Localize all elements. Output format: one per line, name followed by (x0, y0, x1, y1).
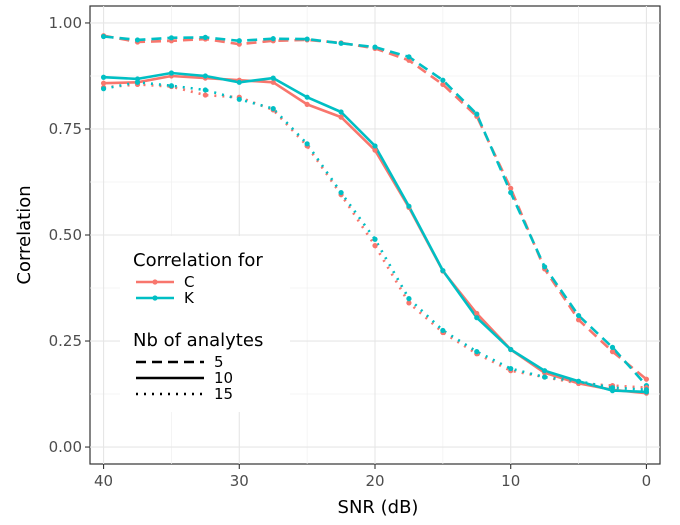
data-point-K-5 (609, 344, 616, 350)
x-tick-label: 40 (94, 472, 113, 490)
data-point-K-5 (202, 34, 208, 40)
color-legend-marker-C (152, 279, 158, 285)
legend-background (120, 236, 290, 412)
data-point-K-15 (575, 378, 582, 384)
data-point-K-10 (474, 315, 480, 321)
data-point-K-15 (609, 385, 616, 391)
data-point-K-10 (236, 79, 242, 85)
data-point-C-5 (440, 81, 446, 88)
color-legend-title: Correlation for (133, 250, 263, 271)
data-point-K-15 (643, 387, 650, 393)
data-point-K-10 (508, 346, 514, 353)
x-axis: 40 30 20 10 0 (94, 464, 651, 490)
data-point-K-15 (168, 83, 175, 89)
x-tick-label: 20 (365, 472, 384, 490)
y-axis-title: Correlation (14, 185, 35, 284)
data-point-K-15 (338, 189, 344, 196)
data-point-C-15 (372, 243, 378, 249)
data-point-C-5 (575, 317, 582, 323)
data-point-K-15 (134, 79, 141, 85)
data-point-K-10 (168, 70, 175, 76)
data-point-C-10 (338, 114, 344, 120)
data-point-K-10 (338, 109, 344, 115)
data-point-C-10 (372, 147, 378, 153)
data-point-K-15 (202, 87, 208, 93)
data-point-C-5 (609, 349, 616, 355)
linetype-legend-title: Nb of analytes (133, 330, 263, 351)
data-point-C-15 (406, 300, 412, 306)
x-tick-label: 30 (230, 472, 249, 490)
data-point-K-5 (270, 36, 276, 42)
data-point-K-5 (440, 77, 446, 83)
data-point-K-15 (542, 374, 548, 380)
data-point-K-5 (236, 38, 242, 44)
data-point-K-5 (474, 111, 480, 117)
data-point-K-5 (134, 37, 141, 43)
data-point-K-15 (508, 365, 514, 372)
data-point-K-10 (100, 74, 107, 80)
data-point-K-15 (270, 106, 276, 112)
linetype-legend-label-10: 10 (214, 369, 233, 387)
y-tick-label: 0.25 (49, 332, 82, 350)
y-tick-label: 0.75 (49, 120, 82, 138)
data-point-C-15 (202, 92, 208, 98)
data-point-K-10 (372, 143, 378, 149)
x-axis-title: SNR (dB) (338, 497, 419, 518)
data-point-C-10 (100, 80, 107, 86)
data-point-K-5 (542, 264, 548, 270)
y-tick-label: 0.50 (49, 226, 82, 244)
data-point-K-5 (406, 54, 412, 60)
y-tick-label: 1.00 (49, 14, 82, 32)
data-point-K-15 (100, 86, 107, 92)
data-point-C-5 (643, 376, 650, 382)
y-tick-label: 0.00 (49, 438, 82, 456)
data-point-C-10 (270, 79, 276, 85)
data-point-C-10 (474, 310, 480, 317)
data-point-K-15 (406, 296, 412, 302)
data-point-K-10 (440, 268, 446, 274)
data-point-C-5 (508, 185, 514, 191)
data-point-K-15 (474, 349, 480, 355)
data-point-K-15 (440, 327, 446, 334)
data-point-K-15 (372, 236, 378, 242)
data-point-K-5 (168, 35, 175, 41)
data-point-K-5 (575, 312, 582, 319)
x-tick-label: 0 (642, 472, 652, 490)
data-point-K-15 (236, 96, 242, 102)
data-point-K-10 (406, 203, 412, 209)
data-point-K-10 (542, 368, 548, 374)
data-point-K-10 (202, 73, 208, 79)
data-point-K-15 (304, 141, 310, 147)
linetype-legend-label-15: 15 (214, 385, 233, 403)
data-point-K-10 (270, 75, 276, 81)
color-legend-marker-K (152, 295, 158, 301)
data-point-K-5 (100, 33, 107, 40)
data-point-K-10 (304, 94, 310, 100)
data-point-K-5 (508, 189, 514, 196)
color-legend-label-K: K (184, 289, 195, 307)
data-point-K-5 (372, 44, 378, 50)
color-legend-label-C: C (184, 273, 194, 291)
data-point-K-5 (304, 36, 310, 42)
data-point-C-10 (304, 101, 310, 107)
data-point-K-5 (338, 40, 344, 46)
x-tick-label: 10 (501, 472, 520, 490)
y-axis: 0.00 0.25 0.50 0.75 1.00 (49, 14, 90, 456)
series-points (100, 33, 650, 396)
linetype-legend-label-5: 5 (214, 353, 224, 371)
color-legend-entries: CK (136, 273, 195, 307)
